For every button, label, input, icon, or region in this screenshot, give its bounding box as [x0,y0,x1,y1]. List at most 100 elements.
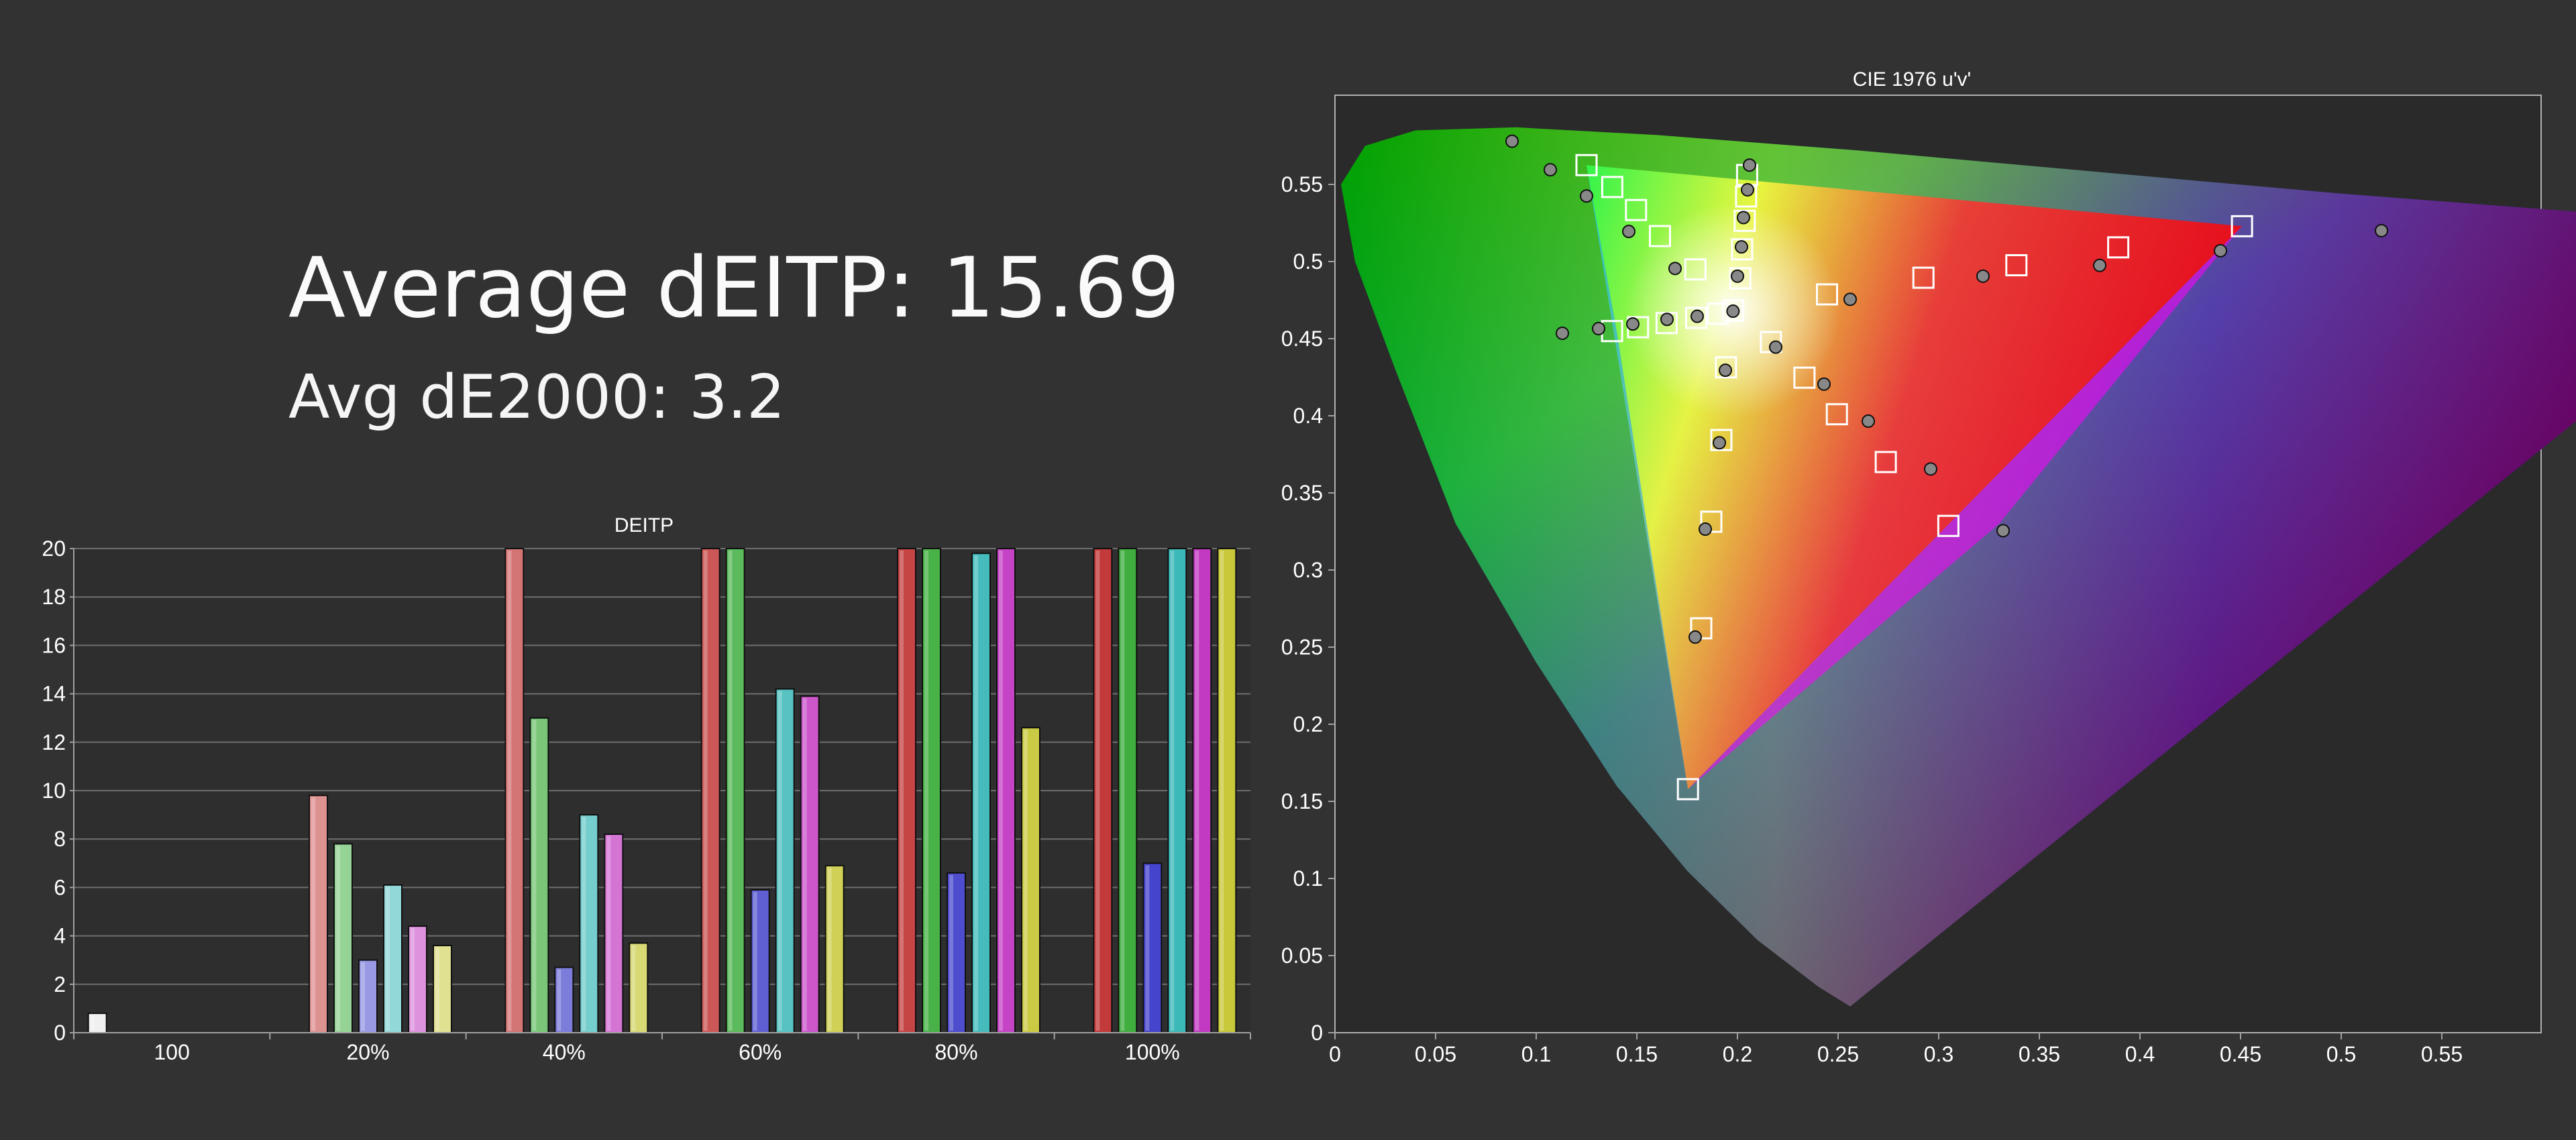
bar-highlight [557,969,561,1031]
measured-point [1817,377,1831,391]
target-square [1760,331,1782,353]
target-square [1715,356,1737,379]
measured-point [2214,243,2227,258]
measured-point [1544,163,1557,177]
bar-red [1093,548,1113,1033]
target-square [1685,306,1707,329]
measured-point [1924,462,1937,476]
target-square [2107,236,2130,259]
x-tick-label: 80% [934,1040,977,1064]
measured-point [1996,524,2010,538]
cie-chromaticity-chart: CIE 1976 u'v' 0 0.05 0.1 0.15 0.2 0.25 0.3 0.35… [1281,68,2576,1066]
bar-highlight [606,836,611,1031]
bar-tint [630,944,647,1032]
bar-highlight [827,867,832,1031]
target-square [1793,366,1816,389]
x-tick-label: 0.3 [1924,1042,1953,1066]
bar-tint [1022,728,1039,1032]
target-square [1625,198,1648,221]
measured-point [1690,309,1704,323]
bar-highlight [411,928,415,1031]
bar-green [725,548,745,1033]
y-tick-label: 0.45 [1281,327,1323,351]
bar-highlight [703,551,708,1031]
y-tick-label: 18 [42,585,66,609]
measured-point [2375,224,2388,237]
target-square [1937,514,1960,537]
bar-tint [335,844,352,1032]
bar-chart-title: DEITP [614,514,674,536]
x-tick-label: 100 [154,1040,189,1064]
x-tick-label: 0.45 [2220,1042,2261,1066]
measured-point [1660,312,1674,327]
bar-magenta [408,925,427,1033]
bar-highlight [386,887,390,1031]
cie-chart-title: CIE 1976 u'v' [1853,68,1972,91]
deitp-bar-chart: DEITP 0 2 4 6 8 10 12 14 16 18 20 100 20% 40% 60% 80% 10… [42,514,1251,1064]
x-tick-label: 0.1 [1521,1042,1551,1066]
measured-point [1699,522,1712,536]
bar-cyan [971,553,991,1034]
measured-point [1505,134,1519,148]
x-tick-label: 0.05 [1415,1042,1456,1066]
y-tick-label: 0.15 [1281,789,1323,813]
y-tick-label: 16 [42,633,66,657]
measured-point [1735,240,1748,254]
bar-cyan [579,814,599,1033]
bar-cyan [1167,548,1187,1033]
measured-point [1741,183,1754,197]
bar-highlight [924,551,928,1031]
y-tick-label: 0 [54,1021,66,1045]
y-tick-label: 0.05 [1281,944,1323,968]
bar-highlight [631,945,636,1031]
bar-highlight [1095,551,1100,1031]
measured-point [1726,304,1740,319]
bar-highlight [999,551,1003,1031]
bar-yellow [1021,727,1040,1033]
bar-tint [923,549,940,1032]
bar-highlight [336,846,340,1031]
target-square [1912,266,1935,289]
bar-tint [727,549,744,1032]
bar-highlight [802,698,807,1031]
x-tick-label: 100% [1125,1040,1180,1064]
bar-tint [702,549,719,1032]
bar-tint [826,866,843,1032]
y-tick-label: 0.3 [1293,558,1323,582]
target-square [2005,254,2028,277]
x-tick-label: 60% [739,1040,782,1064]
bar-yellow [824,864,845,1033]
bar-yellow [1217,548,1237,1033]
measured-point [1668,262,1682,276]
bar-tint [409,927,426,1032]
y-tick-label: 0.25 [1281,635,1323,659]
measured-point [1737,211,1750,225]
target-square [1710,429,1733,451]
bar-tint [776,689,794,1032]
bar-highlight [311,797,315,1031]
measured-point [1843,292,1857,306]
measured-point [1743,158,1756,172]
y-tick-label: 0.5 [1293,249,1323,274]
bar-highlight [532,720,537,1031]
x-tick-label: 0.4 [2125,1042,2155,1066]
bar-tint [310,796,327,1032]
target-square [1601,176,1623,198]
bar-tint [998,549,1014,1032]
bar-tint [973,554,989,1032]
bar-highlight [974,555,978,1031]
bar-cyan [775,688,795,1033]
target-square [1874,451,1897,473]
y-tick-label: 12 [42,730,66,754]
y-tick-label: 20 [42,536,66,561]
x-tick-label: 0.5 [2326,1042,2356,1066]
measured-point [1731,269,1744,283]
x-tick-label: 20% [346,1040,389,1064]
x-tick-label: 0.25 [1817,1042,1859,1066]
y-tick-label: 0.4 [1293,404,1323,428]
bar-highlight [582,817,586,1031]
bar-highlight [1024,730,1028,1031]
bar-yellow [629,942,649,1033]
bar-highlight [361,962,365,1031]
measured-point [1556,326,1569,340]
